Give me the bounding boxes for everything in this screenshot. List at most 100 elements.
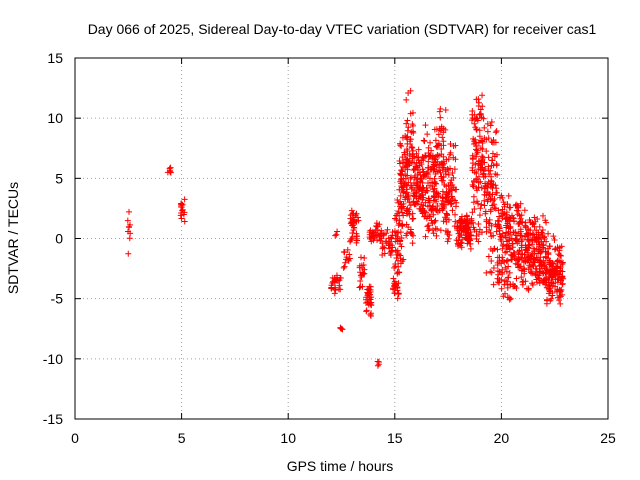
- data-point: [536, 234, 543, 241]
- data-point: [530, 245, 537, 252]
- data-point: [404, 230, 411, 237]
- data-point: [502, 249, 509, 256]
- data-point: [395, 229, 402, 236]
- data-point: [181, 218, 188, 225]
- data-point: [529, 251, 536, 258]
- data-point: [471, 169, 478, 176]
- data-point: [351, 216, 358, 223]
- data-point: [404, 193, 411, 200]
- data-point: [517, 200, 524, 207]
- data-point: [394, 247, 401, 254]
- data-point: [524, 247, 531, 254]
- data-point: [476, 226, 483, 233]
- data-point: [556, 292, 563, 299]
- data-point: [440, 174, 447, 181]
- data-point: [430, 186, 437, 193]
- data-point: [415, 146, 422, 153]
- data-point: [444, 231, 451, 238]
- data-point: [550, 233, 557, 240]
- data-point: [475, 179, 482, 186]
- data-point: [350, 227, 357, 234]
- data-point: [490, 181, 497, 188]
- data-point: [470, 193, 477, 200]
- data-point: [357, 254, 364, 261]
- data-point: [407, 182, 414, 189]
- data-point: [437, 114, 444, 121]
- data-point: [425, 153, 432, 160]
- data-point: [498, 276, 505, 283]
- data-point: [445, 235, 452, 242]
- data-point: [367, 311, 374, 318]
- data-point: [443, 189, 450, 196]
- data-point: [344, 246, 351, 253]
- data-point: [442, 106, 449, 113]
- data-point: [480, 154, 487, 161]
- data-point: [458, 227, 465, 234]
- data-point: [513, 275, 520, 282]
- data-point: [477, 166, 484, 173]
- data-point: [541, 236, 548, 243]
- data-point: [535, 238, 542, 245]
- data-point: [357, 283, 364, 290]
- data-point: [421, 172, 428, 179]
- data-point: [472, 139, 479, 146]
- data-point: [125, 250, 132, 257]
- data-point: [492, 129, 499, 136]
- data-point: [400, 200, 407, 207]
- data-point: [536, 280, 543, 287]
- y-tick-label: 5: [55, 170, 63, 186]
- data-point: [559, 291, 566, 298]
- data-point: [469, 160, 476, 167]
- data-point: [555, 251, 562, 258]
- data-point: [549, 263, 556, 270]
- data-point: [415, 166, 422, 173]
- data-point: [374, 236, 381, 243]
- data-point: [522, 257, 529, 264]
- data-point: [463, 232, 470, 239]
- data-point: [444, 238, 451, 245]
- data-point: [559, 280, 566, 287]
- data-point: [395, 199, 402, 206]
- data-point: [515, 261, 522, 268]
- data-point: [470, 135, 477, 142]
- data-point: [360, 261, 367, 268]
- data-point: [551, 246, 558, 253]
- data-point: [457, 216, 464, 223]
- data-point: [413, 176, 420, 183]
- data-point: [386, 245, 393, 252]
- data-point: [470, 224, 477, 231]
- data-point: [428, 147, 435, 154]
- data-point: [438, 151, 445, 158]
- data-point: [404, 172, 411, 179]
- data-point: [535, 272, 542, 279]
- data-point: [446, 151, 453, 158]
- data-point: [438, 146, 445, 153]
- data-point: [444, 165, 451, 172]
- data-point: [482, 210, 489, 217]
- data-point: [495, 271, 502, 278]
- data-point: [424, 169, 431, 176]
- data-point: [482, 165, 489, 172]
- data-point: [363, 307, 370, 314]
- data-point: [403, 134, 410, 141]
- data-point: [421, 213, 428, 220]
- data-point: [481, 124, 488, 131]
- data-point: [473, 151, 480, 158]
- data-point: [404, 166, 411, 173]
- data-point: [450, 174, 457, 181]
- data-point: [406, 150, 413, 157]
- data-point: [486, 220, 493, 227]
- data-point: [498, 285, 505, 292]
- data-point: [475, 99, 482, 106]
- data-point: [431, 175, 438, 182]
- data-point: [478, 137, 485, 144]
- data-point: [502, 234, 509, 241]
- data-point: [334, 228, 341, 235]
- data-point: [512, 236, 519, 243]
- data-point: [506, 296, 513, 303]
- data-point: [473, 147, 480, 154]
- data-point: [361, 254, 368, 261]
- data-point: [534, 256, 541, 263]
- data-point: [357, 278, 364, 285]
- data-point: [430, 211, 437, 218]
